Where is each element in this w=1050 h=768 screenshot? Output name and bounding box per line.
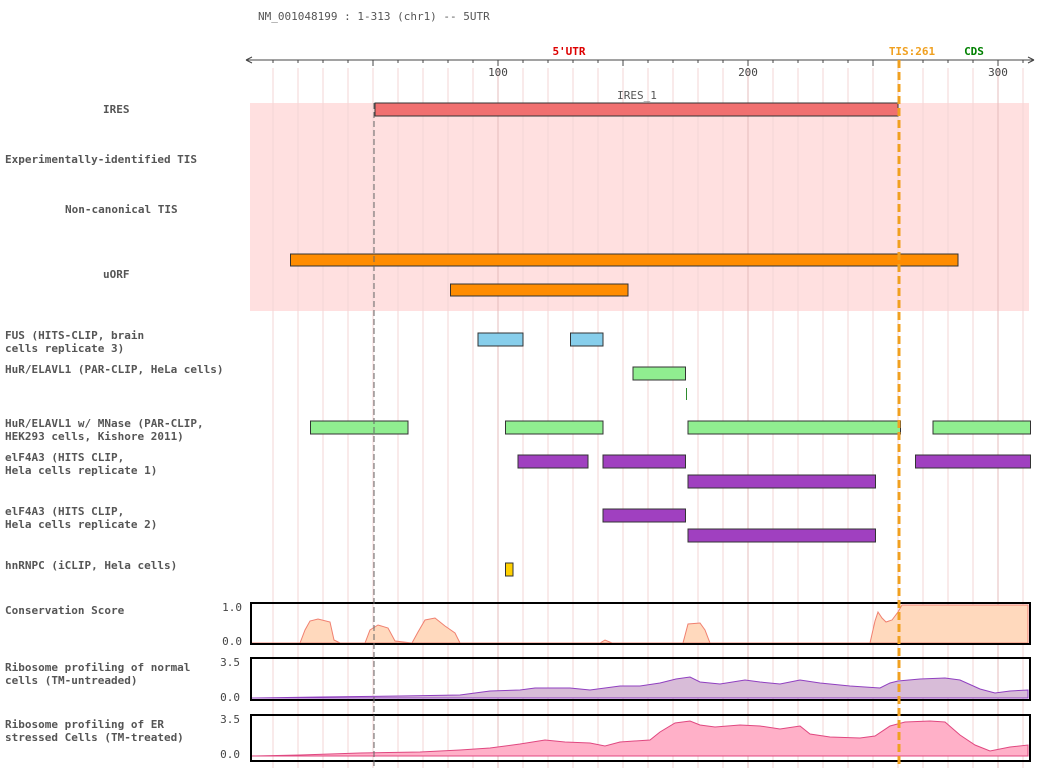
conservation-curve — [252, 604, 1029, 644]
ruler-ticks — [272, 60, 1024, 66]
ruler-left-arrow-icon — [245, 56, 253, 64]
feature-highlight-band — [250, 103, 1029, 311]
ribo-er-axis-min: 0.0 — [220, 748, 240, 761]
hur-mnase-binding-site[interactable] — [932, 420, 1031, 435]
track-label-ribo-normal: Ribosome profiling of normal cells (TM-u… — [5, 661, 191, 687]
uorf-bar[interactable] — [290, 253, 959, 267]
track-label-uorf: uORF — [103, 268, 130, 281]
track-label-hnrnpc: hnRNPC (iCLIP, Hela cells) — [5, 559, 178, 572]
eif4a3-rep2-binding-site[interactable] — [687, 528, 876, 543]
ribo-er-plot: 3.5 0.0 — [220, 713, 1031, 762]
hur-mnase-binding-site[interactable] — [687, 420, 901, 435]
ruler-tick-label-300: 300 — [988, 66, 1008, 79]
ribo-er-axis-max: 3.5 — [220, 713, 240, 726]
conservation-plot-frame — [250, 602, 1031, 645]
ruler-right-arrow-icon — [1027, 56, 1035, 64]
track-label-eif4a3-rep1: elF4A3 (HITS CLIP, Hela cells replicate … — [5, 451, 158, 477]
track-label-experimental-tis: Experimentally-identified TIS — [5, 153, 198, 166]
track-label-hur: HuR/ELAVL1 (PAR-CLIP, HeLa cells) — [5, 363, 224, 376]
eif4a3-rep2-binding-site[interactable] — [602, 508, 686, 523]
track-label-fus: FUS (HITS-CLIP, brain cells replicate 3) — [5, 329, 145, 355]
eif4a3-rep1-binding-site[interactable] — [915, 454, 1031, 469]
hur-binding-site[interactable] — [632, 366, 686, 381]
ribo-normal-plot: 3.5 0.0 — [220, 656, 1031, 704]
utr-region-label: 5'UTR — [552, 45, 585, 58]
feature-tracks — [290, 253, 1031, 577]
tis-label: TIS:261 — [889, 45, 936, 58]
ribo-normal-curve — [251, 676, 1029, 699]
track-label-noncanonical-tis: Non-canonical TIS — [65, 203, 178, 216]
fus-binding-site[interactable] — [570, 332, 604, 347]
track-label-ires: IRES — [103, 103, 130, 116]
ruler-tick-label-200: 200 — [738, 66, 758, 79]
conservation-axis-max: 1.0 — [222, 601, 242, 614]
ires-feature-bar[interactable] — [374, 102, 899, 117]
conservation-plot: 1.0 0.0 — [222, 601, 1031, 648]
uorf-bar[interactable] — [450, 283, 629, 297]
ruler-tick-label-100: 100 — [488, 66, 508, 79]
track-label-conservation: Conservation Score — [5, 604, 125, 617]
track-label-ribo-er: Ribosome profiling of ER stressed Cells … — [5, 718, 184, 744]
transcript-title: NM_001048199 : 1-313 (chr1) -- 5UTR — [258, 10, 490, 23]
ribo-er-plot-frame — [250, 714, 1031, 762]
eif4a3-rep1-binding-site[interactable] — [517, 454, 589, 469]
eif4a3-rep1-binding-site[interactable] — [602, 454, 686, 469]
fus-binding-site[interactable] — [477, 332, 524, 347]
track-label-eif4a3-rep2: elF4A3 (HITS CLIP, Hela cells replicate … — [5, 505, 158, 531]
track-label-hur-mnase: HuR/ELAVL1 w/ MNase (PAR-CLIP, HEK293 ce… — [5, 417, 204, 443]
eif4a3-rep1-binding-site[interactable] — [687, 474, 876, 489]
hur-mnase-binding-site[interactable] — [505, 420, 604, 435]
hur-small-mark[interactable] — [686, 388, 687, 400]
hur-mnase-binding-site[interactable] — [310, 420, 409, 435]
ribo-er-curve — [251, 720, 1029, 757]
ribo-normal-axis-max: 3.5 — [220, 656, 240, 669]
hnrnpc-binding-site[interactable] — [505, 562, 514, 577]
ires-feature-label: IRES_1 — [617, 89, 657, 102]
ribo-normal-plot-frame — [250, 657, 1031, 701]
cds-label: CDS — [964, 45, 984, 58]
ribo-normal-axis-min: 0.0 — [220, 691, 240, 704]
conservation-axis-min: 0.0 — [222, 635, 242, 648]
ruler: 100 200 300 5'UTR TIS:261 CDS — [245, 45, 1035, 79]
